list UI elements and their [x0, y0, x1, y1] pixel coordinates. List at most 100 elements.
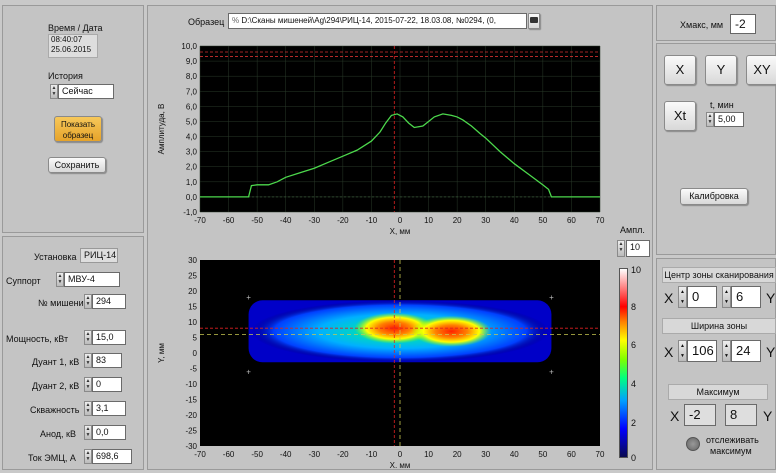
history-field[interactable]: Сейчас	[58, 84, 114, 99]
amp-spinner[interactable]: ▲ ▼	[617, 240, 625, 257]
x-tick-label: 50	[538, 216, 547, 225]
x-tick-label: -20	[337, 216, 349, 225]
zone-width-y-field[interactable]: 24	[731, 340, 761, 362]
y-tick-label: 6,0	[186, 102, 198, 111]
anode-label: Анод, кВ	[40, 429, 76, 439]
zone-width-x-spinner[interactable]: ▲ ▼	[678, 340, 687, 362]
x-tick-label: 30	[481, 450, 490, 459]
emc-spinner[interactable]: ▲ ▼	[84, 449, 92, 464]
y-tick-label: 5,0	[186, 117, 198, 126]
anode-field[interactable]: 0,0	[92, 425, 126, 440]
x-tick-label: -30	[309, 450, 321, 459]
sample-path-text: D:\Сканы мишеней\Ag\294\РИЦ-14, 2015-07-…	[241, 16, 496, 25]
amplitude-series-line	[200, 113, 600, 198]
duant1-label: Дуант 1, кВ	[32, 357, 80, 367]
duty-spinner[interactable]: ▲ ▼	[84, 401, 92, 416]
x-axis-label: X, мм	[390, 227, 411, 236]
duty-field[interactable]: 3,1	[92, 401, 126, 416]
x-tick-label: -40	[280, 450, 292, 459]
power-field[interactable]: 15,0	[92, 330, 126, 345]
x-tick-label: 10	[424, 216, 433, 225]
install-value: РИЦ-14	[80, 248, 118, 263]
amp-field[interactable]: 10	[626, 240, 650, 257]
x-tick-label: 0	[398, 450, 403, 459]
duant2-spinner[interactable]: ▲ ▼	[84, 377, 92, 392]
support-spinner[interactable]: ▲ ▼	[56, 272, 64, 287]
xy-button[interactable]: XY	[746, 55, 776, 85]
y-tick-label: 4,0	[186, 133, 198, 142]
show-sample-label: Показать образец	[60, 120, 95, 140]
target-field[interactable]: 294	[92, 294, 126, 309]
duant1-spinner[interactable]: ▲ ▼	[84, 353, 92, 368]
show-sample-button[interactable]: Показать образец	[54, 116, 102, 142]
max-x-value: -2	[684, 404, 716, 426]
xmax-value: -2	[730, 14, 756, 34]
heatmap-chart: -70 -60 -50 -40 -30 -20 -10 0 10 20 30 40 50 60 703025…	[157, 256, 605, 468]
color-scale-tick: 10	[631, 265, 642, 275]
x-tick-label: -10	[366, 450, 378, 459]
x-tick-label: -70	[194, 450, 206, 459]
date-value: 25.06.2015	[51, 45, 92, 54]
x-tick-label: 70	[596, 216, 605, 225]
support-field[interactable]: МВУ-4	[64, 272, 120, 287]
scan-center-x-spinner[interactable]: ▲ ▼	[678, 286, 687, 308]
x-tick-label: 40	[510, 216, 519, 225]
x-tick-label: -50	[251, 216, 263, 225]
track-max-toggle[interactable]	[686, 437, 700, 451]
t-spinner[interactable]: ▲ ▼	[706, 112, 714, 127]
y-tick-label: 0	[193, 349, 198, 358]
duty-label: Скважность	[30, 405, 80, 415]
sample-label: Образец	[188, 17, 225, 27]
target-spinner[interactable]: ▲ ▼	[84, 294, 92, 309]
sample-path-field[interactable]: % D:\Сканы мишеней\Ag\294\РИЦ-14, 2015-0…	[228, 13, 527, 29]
t-field[interactable]: 5,00	[714, 112, 744, 127]
y-tick-label: 15	[188, 303, 197, 312]
duant1-field[interactable]: 83	[92, 353, 122, 368]
zone-width-x-label: X	[664, 344, 674, 360]
scan-center-y-field[interactable]: 6	[731, 286, 761, 308]
folder-icon	[530, 17, 538, 23]
color-scale-tick: 8	[631, 302, 637, 312]
zone-width-x-field[interactable]: 106	[687, 340, 717, 362]
zone-width-y-label: Y	[766, 344, 776, 360]
anode-spinner[interactable]: ▲ ▼	[84, 425, 92, 440]
y-tick-label: 1,0	[186, 178, 198, 187]
y-tick-label: 25	[188, 272, 197, 281]
y-axis-label: Y, мм	[157, 343, 166, 363]
save-button[interactable]: Сохранить	[48, 157, 106, 173]
power-label: Мощность, кВт	[6, 334, 69, 344]
history-spinner[interactable]: ▲ ▼	[50, 84, 58, 99]
history-label: История	[48, 71, 83, 81]
color-scale-bar	[619, 268, 628, 458]
scan-center-y-spinner[interactable]: ▲ ▼	[722, 286, 731, 308]
x-tick-label: 50	[538, 450, 547, 459]
folder-open-button[interactable]	[528, 13, 540, 29]
x-tick-label: 30	[481, 216, 490, 225]
duant2-field[interactable]: 0	[92, 377, 122, 392]
support-label: Суппорт	[6, 276, 41, 286]
x-tick-label: -20	[337, 450, 349, 459]
xt-button[interactable]: Xt	[664, 101, 696, 131]
y-tick-label: -15	[185, 396, 197, 405]
x-tick-label: 0	[398, 216, 403, 225]
y-button[interactable]: Y	[705, 55, 737, 85]
max-y-value: 8	[725, 404, 757, 426]
power-spinner[interactable]: ▲ ▼	[84, 330, 92, 345]
y-tick-label: 7,0	[186, 87, 198, 96]
zone-width-y-spinner[interactable]: ▲ ▼	[722, 340, 731, 362]
y-tick-label: 5	[193, 334, 198, 343]
zone-corner-marker: +	[246, 293, 251, 302]
y-tick-label: 2,0	[186, 163, 198, 172]
path-prefix: %	[232, 16, 240, 25]
y-tick-label: -30	[185, 442, 197, 451]
color-scale-tick: 6	[631, 340, 637, 350]
color-scale-tick: 0	[631, 453, 637, 463]
x-tick-label: 60	[567, 216, 576, 225]
emc-field[interactable]: 698,6	[92, 449, 132, 464]
scan-center-x-field[interactable]: 0	[687, 286, 717, 308]
xmax-label: Xмакс, мм	[680, 20, 724, 30]
calibration-button[interactable]: Калибровка	[680, 188, 748, 205]
emc-label: Ток ЭМЦ, А	[28, 453, 76, 463]
x-button[interactable]: X	[664, 55, 696, 85]
x-tick-label: 40	[510, 450, 519, 459]
